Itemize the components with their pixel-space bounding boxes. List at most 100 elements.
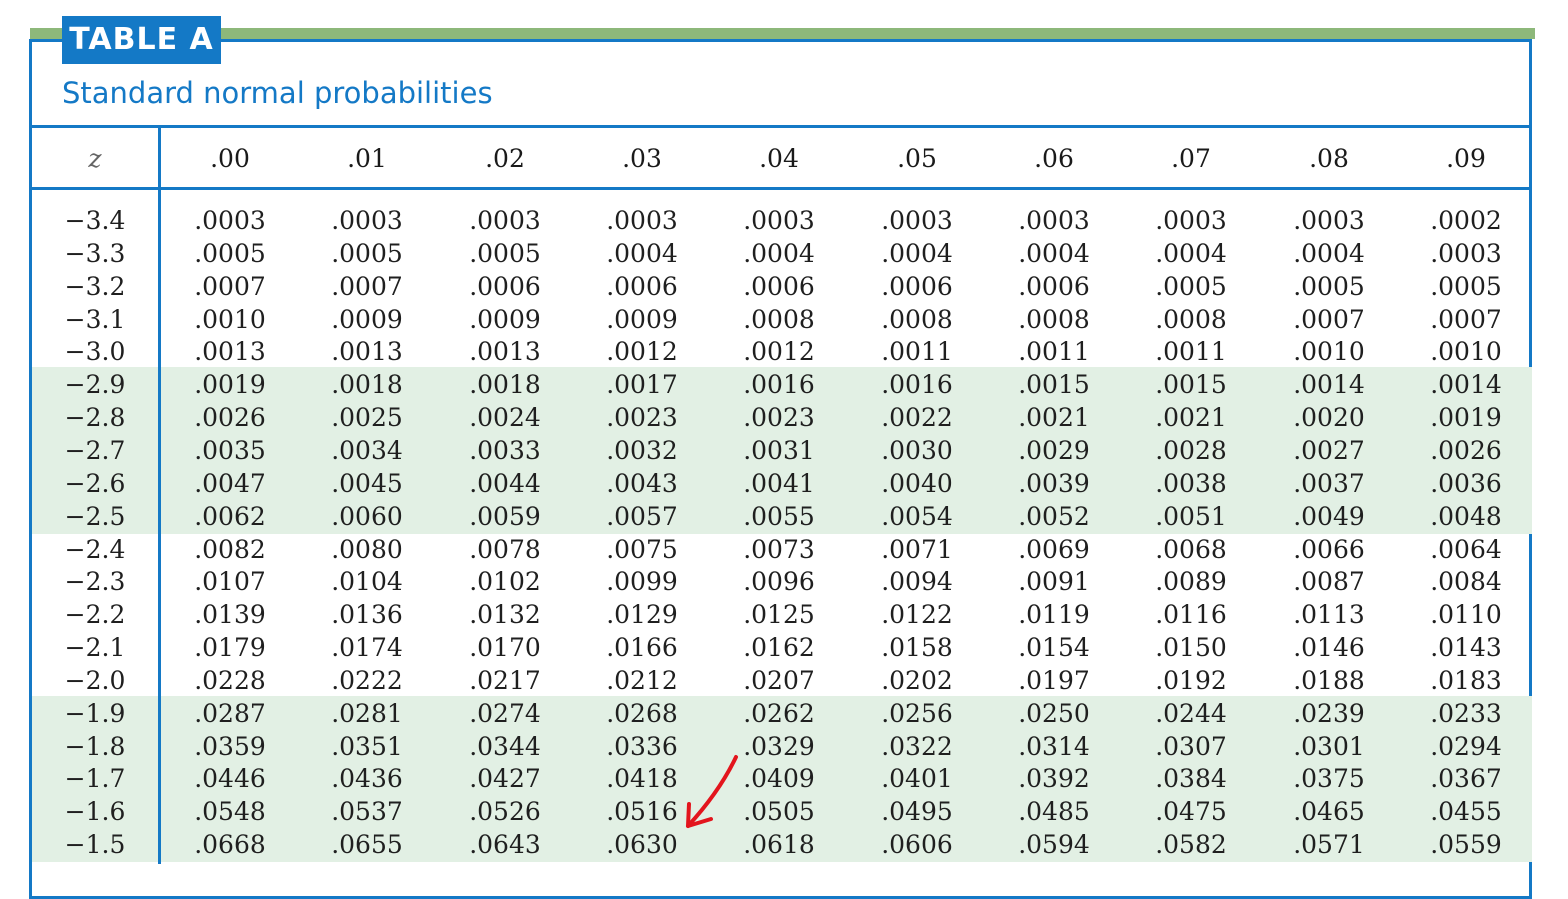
arrow-icon xyxy=(686,755,738,828)
probability-cell: .0110 xyxy=(1430,600,1502,630)
probability-cell: .0294 xyxy=(1430,731,1502,761)
probability-cell: .0179 xyxy=(194,633,266,663)
probability-cell: .0268 xyxy=(606,698,678,728)
probability-cell: .0183 xyxy=(1430,665,1502,695)
probability-cell: .0122 xyxy=(881,600,953,630)
probability-cell: .0606 xyxy=(881,830,953,860)
probability-cell: .0045 xyxy=(331,468,403,498)
probability-cell: .0005 xyxy=(1155,271,1227,301)
table-badge: TABLE A xyxy=(62,16,221,64)
probability-cell: .0003 xyxy=(1018,206,1090,235)
probability-cell: .0062 xyxy=(194,501,266,531)
probability-cell: .0032 xyxy=(606,435,678,465)
probability-cell: .0006 xyxy=(1018,271,1090,301)
probability-cell: .0006 xyxy=(743,271,815,301)
z-value: −1.7 xyxy=(64,764,126,794)
probability-cell: .0571 xyxy=(1293,830,1365,860)
probability-cell: .0643 xyxy=(469,830,541,860)
probability-cell: .0003 xyxy=(1430,238,1502,268)
table-subtitle: Standard normal probabilities xyxy=(62,76,493,110)
column-header: .02 xyxy=(485,144,525,173)
probability-cell: .0037 xyxy=(1293,468,1365,498)
probability-cell: .0059 xyxy=(469,501,541,531)
probability-cell: .0091 xyxy=(1018,567,1090,597)
probability-cell: .0003 xyxy=(743,206,815,235)
probability-cell: .0004 xyxy=(1293,238,1365,268)
probability-cell: .0007 xyxy=(331,271,403,301)
probability-cell: .0344 xyxy=(469,731,541,761)
probability-cell: .0132 xyxy=(469,600,541,630)
probability-cell: .0192 xyxy=(1155,665,1227,695)
z-value: −3.2 xyxy=(64,271,126,301)
probability-cell: .0066 xyxy=(1293,534,1365,564)
header-top-rule xyxy=(29,125,1532,128)
table-row: −1.9 .0287 .0281 .0274 .0268 .0262 .0256 .0250.… xyxy=(32,697,1532,730)
probability-cell: .0015 xyxy=(1018,370,1090,400)
probability-cell: .0007 xyxy=(194,271,266,301)
probability-cell: .0212 xyxy=(606,665,678,695)
probability-cell: .0022 xyxy=(881,403,953,433)
probability-cell: .0244 xyxy=(1155,698,1227,728)
probability-cell: .0207 xyxy=(743,665,815,695)
probability-cell: .0002 xyxy=(1430,206,1502,235)
probability-cell: .0158 xyxy=(881,633,953,663)
probability-cell: .0021 xyxy=(1018,403,1090,433)
probability-cell: .0146 xyxy=(1293,633,1365,663)
probability-cell: .0005 xyxy=(469,238,541,268)
probability-cell: .0594 xyxy=(1018,830,1090,860)
probability-cell: .0359 xyxy=(194,731,266,761)
probability-cell: .0005 xyxy=(194,238,266,268)
probability-cell: .0026 xyxy=(194,403,266,433)
probability-cell: .0162 xyxy=(743,633,815,663)
header-bottom-rule xyxy=(29,187,1532,190)
probability-cell: .0016 xyxy=(743,370,815,400)
probability-cell: .0004 xyxy=(881,238,953,268)
probability-cell: .0021 xyxy=(1155,403,1227,433)
probability-cell: .0630 xyxy=(606,830,678,860)
probability-cell: .0018 xyxy=(469,370,541,400)
table-row: −3.4 .0003 .0003 .0003 .0003 .0003 .0003 .0003.… xyxy=(32,204,1532,237)
column-header: .00 xyxy=(210,144,250,173)
z-value: −2.7 xyxy=(64,435,126,465)
z-value: −2.4 xyxy=(64,534,126,564)
probability-cell: .0526 xyxy=(469,797,541,827)
probability-cell: .0040 xyxy=(881,468,953,498)
table-row: −1.8 .0359 .0351 .0344 .0336 .0329 .0322 .0314.… xyxy=(32,730,1532,763)
probability-cell: .0006 xyxy=(606,271,678,301)
probability-cell: .0475 xyxy=(1155,797,1227,827)
probability-cell: .0384 xyxy=(1155,764,1227,794)
probability-cell: .0409 xyxy=(743,764,815,794)
probability-cell: .0129 xyxy=(606,600,678,630)
probability-cell: .0078 xyxy=(469,534,541,564)
probability-cell: .0064 xyxy=(1430,534,1502,564)
probability-cell: .0017 xyxy=(606,370,678,400)
probability-cell: .0018 xyxy=(331,370,403,400)
probability-cell: .0055 xyxy=(743,501,815,531)
table-row: −3.2 .0007 .0007 .0006 .0006 .0006 .0006 .0006.… xyxy=(32,270,1532,303)
probability-cell: .0005 xyxy=(1430,271,1502,301)
probability-cell: .0006 xyxy=(469,271,541,301)
probability-cell: .0537 xyxy=(331,797,403,827)
probability-cell: .0052 xyxy=(1018,501,1090,531)
z-value: −2.3 xyxy=(64,567,126,597)
probability-cell: .0010 xyxy=(1430,337,1502,367)
probability-cell: .0102 xyxy=(469,567,541,597)
probability-cell: .0548 xyxy=(194,797,266,827)
probability-cell: .0446 xyxy=(194,764,266,794)
probability-cell: .0011 xyxy=(1018,337,1090,367)
table-row: −2.5 .0062 .0060 .0059 .0057 .0055 .0054 .0052.… xyxy=(32,500,1532,533)
probability-cell: .0005 xyxy=(1293,271,1365,301)
probability-cell: .0044 xyxy=(469,468,541,498)
column-header: .06 xyxy=(1034,144,1074,173)
table-row: −2.9 .0019 .0018 .0018 .0017 .0016 .0016 .0015.… xyxy=(32,368,1532,401)
probability-cell: .0096 xyxy=(743,567,815,597)
probability-cell: .0029 xyxy=(1018,435,1090,465)
probability-cell: .0436 xyxy=(331,764,403,794)
probability-cell: .0003 xyxy=(1293,206,1365,235)
probability-cell: .0015 xyxy=(1155,370,1227,400)
probability-cell: .0392 xyxy=(1018,764,1090,794)
column-header: .03 xyxy=(622,144,662,173)
probability-cell: .0239 xyxy=(1293,698,1365,728)
probability-cell: .0099 xyxy=(606,567,678,597)
probability-cell: .0301 xyxy=(1293,731,1365,761)
